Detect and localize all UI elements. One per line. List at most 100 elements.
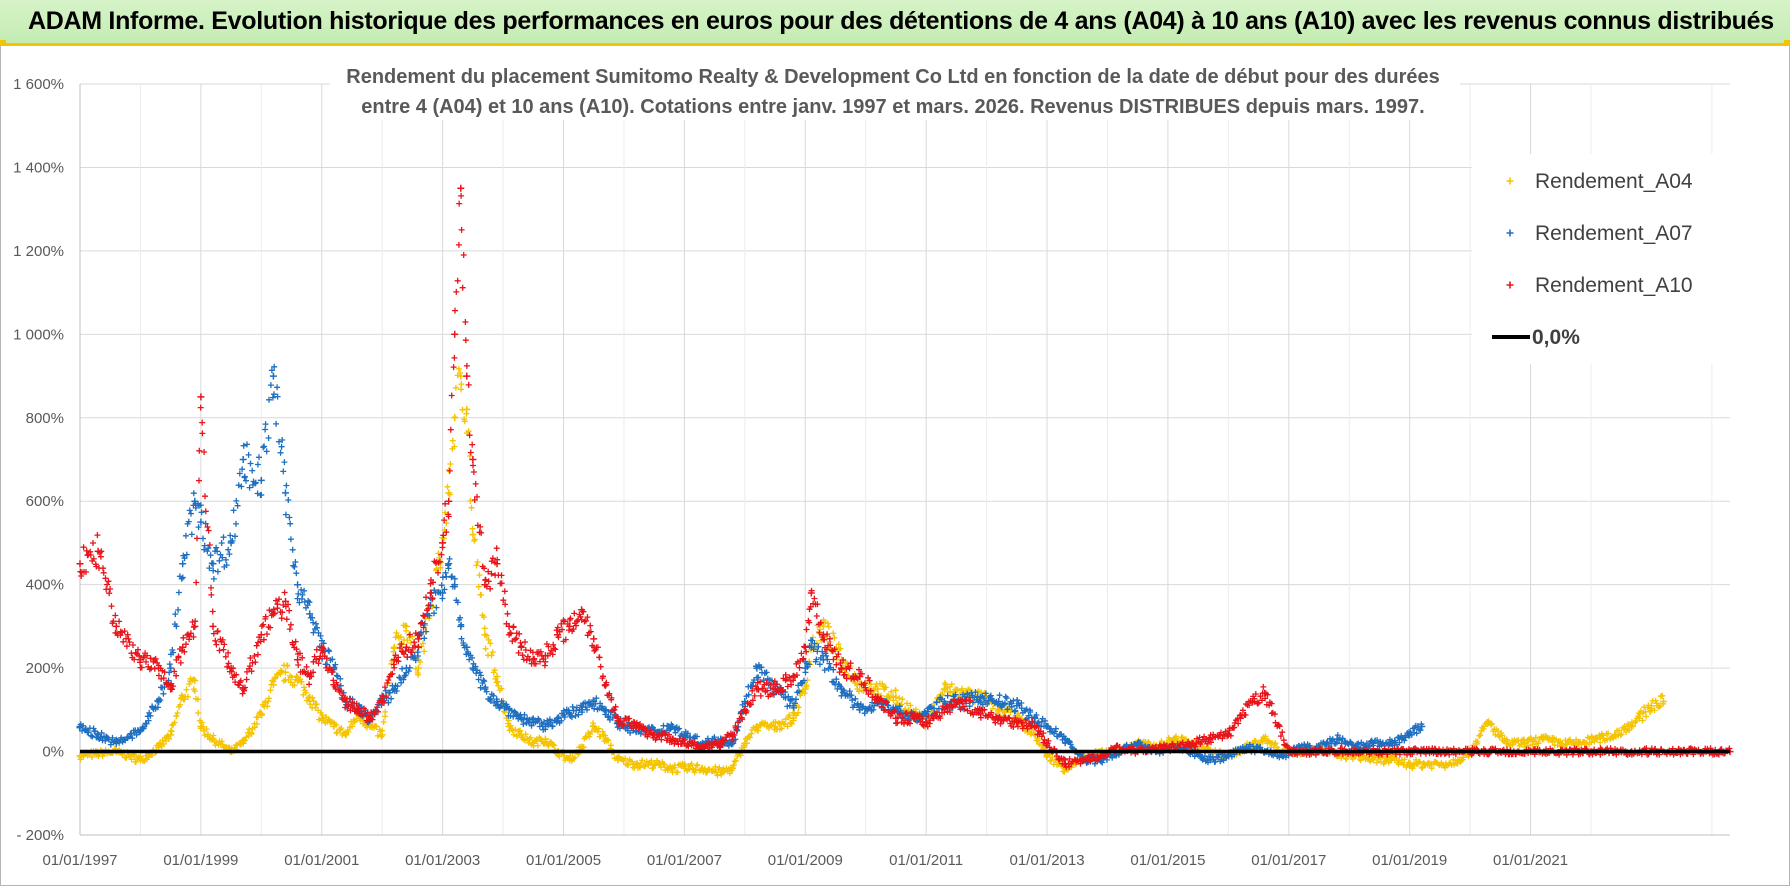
data-point [173,623,180,630]
data-point [182,532,189,539]
data-point [437,564,444,571]
data-point [243,477,249,484]
data-point [199,419,206,426]
x-tick-label: 01/01/2009 [768,852,843,869]
data-point [264,631,270,638]
data-point [333,730,340,737]
data-point [306,610,314,618]
data-point [269,681,277,689]
data-point [390,685,398,693]
data-point [459,284,466,291]
data-point [1381,758,1388,765]
data-point [235,482,242,489]
header-banner: ADAM Informe. Evolution historique des p… [0,0,1790,46]
data-point [504,610,511,617]
data-point [982,690,989,697]
data-point [248,668,255,675]
data-point [333,672,340,679]
data-point [446,555,453,562]
data-point [1611,731,1619,739]
data-point [874,685,882,693]
data-point [1239,707,1246,714]
data-point [246,726,253,733]
data-point [737,710,744,717]
data-point [400,676,407,683]
data-point [445,489,453,497]
data-point [1279,729,1286,736]
data-point [230,507,237,514]
data-point [326,648,333,655]
data-point [712,763,719,770]
data-point [500,700,507,707]
data-point [106,590,113,597]
data-point [457,614,464,621]
data-point [128,730,135,737]
data-point [561,714,568,720]
data-point [550,641,557,648]
data-point [166,736,172,742]
data-point [500,597,507,604]
data-point [277,449,284,456]
data-point [1660,698,1667,705]
data-point [135,646,141,653]
data-point [763,679,770,686]
data-point [133,731,140,738]
data-point [1406,760,1414,768]
data-point [767,682,774,689]
data-point [816,661,823,668]
data-point [305,597,312,604]
data-point [1659,692,1666,699]
data-point [265,435,272,441]
data-point [800,677,807,684]
data-point [846,665,853,672]
data-point [313,646,320,653]
data-point [258,491,265,498]
data-point [191,497,199,505]
data-point [411,639,418,646]
data-point [225,546,232,553]
data-point [819,648,826,655]
data-point [995,706,1003,714]
data-point [395,658,402,665]
data-point [1000,717,1007,724]
data-point [469,654,476,661]
data-point [274,601,281,608]
data-point [515,649,522,656]
data-point [414,653,421,659]
data-point [269,372,277,380]
data-point [507,712,514,719]
data-point [1134,739,1142,747]
data-point [252,480,259,487]
data-point [256,454,262,461]
data-point [1243,743,1250,751]
data-point [497,703,504,710]
data-point [1038,733,1045,740]
data-point [826,635,833,642]
data-point [535,716,542,723]
data-point [209,622,217,630]
data-point [329,656,336,663]
data-point [125,635,132,642]
data-point [1022,717,1029,723]
data-point [112,612,119,619]
data-point [306,693,314,701]
data-point [186,507,193,514]
data-point [263,448,270,455]
data-point [287,520,294,527]
data-point [481,678,488,685]
data-point [815,643,822,650]
data-point [578,706,586,714]
y-tick-label: 400% [26,577,64,594]
data-point [161,669,168,676]
data-point [769,691,775,698]
data-point [219,636,226,643]
data-point [600,673,606,680]
data-point [1277,733,1284,740]
data-point [1014,723,1021,730]
data-point [426,612,433,619]
data-point [690,741,697,748]
data-point [1418,765,1425,771]
data-point [116,618,123,625]
data-point [145,717,152,724]
data-point [192,504,199,511]
